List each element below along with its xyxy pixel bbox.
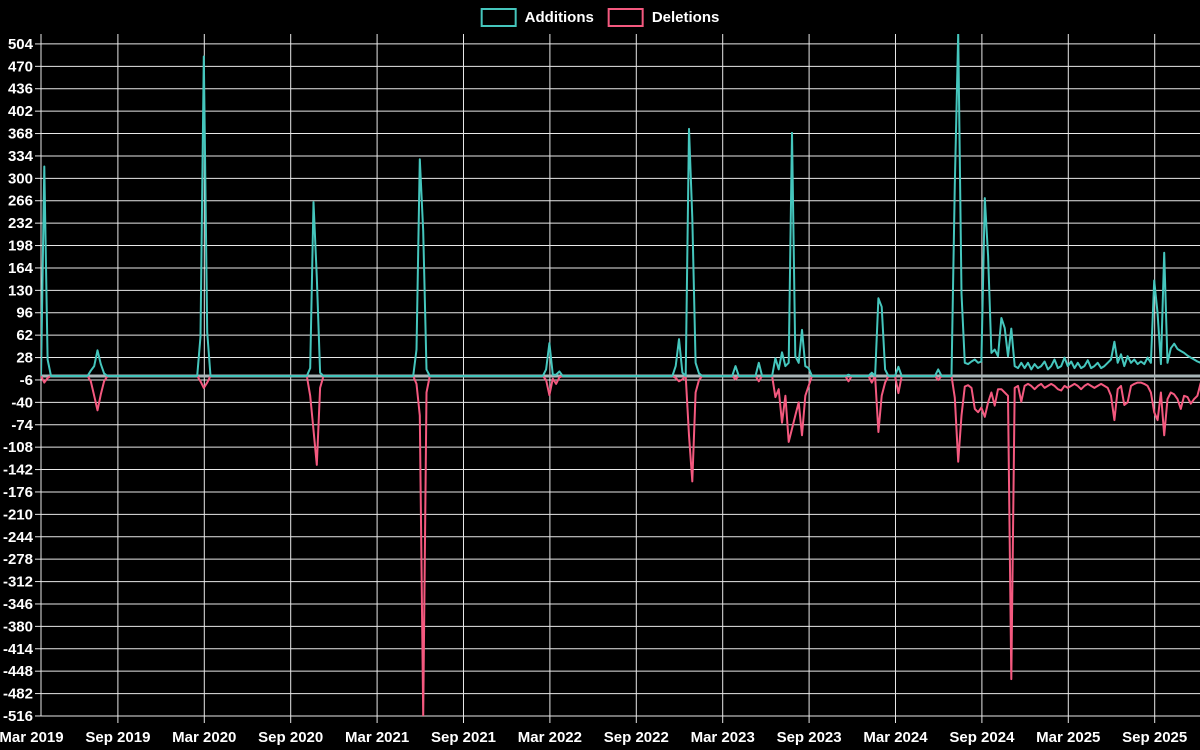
y-tick-label: 470 [8,58,33,75]
y-tick-label: -6 [20,372,33,389]
legend-label-deletions: Deletions [651,9,720,26]
x-tick-label: Sep 2019 [85,729,150,746]
x-tick-label: Sep 2020 [258,729,323,746]
x-tick-label: Sep 2024 [949,729,1015,746]
y-tick-label: -346 [3,596,33,613]
x-tick-label: Sep 2025 [1122,729,1187,746]
y-tick-label: 436 [8,81,33,98]
legend-item-deletions[interactable]: Deletions [607,8,720,27]
x-tick-label: Sep 2022 [604,729,669,746]
y-tick-label: -108 [3,439,33,456]
y-tick-label: 334 [8,148,34,165]
y-tick-label: -210 [3,506,33,523]
chart-legend: Additions Deletions [480,8,720,27]
y-tick-label: 266 [8,193,33,210]
legend-label-additions: Additions [524,9,594,26]
y-tick-label: -74 [11,417,33,434]
additions-swatch-icon [480,8,517,27]
y-tick-label: -414 [3,641,34,658]
y-tick-label: -482 [3,686,33,703]
y-tick-label: -142 [3,462,33,479]
y-tick-label: 130 [8,282,33,299]
y-tick-label: 504 [8,36,34,53]
x-tick-label: Mar 2019 [0,729,64,746]
y-tick-label: -380 [3,618,33,635]
y-tick-label: 300 [8,170,33,187]
legend-item-additions[interactable]: Additions [480,8,594,27]
y-tick-label: -176 [3,484,33,501]
y-tick-label: -312 [3,574,33,591]
y-tick-label: 62 [16,327,33,344]
y-tick-label: 402 [8,103,33,120]
y-tick-label: 96 [16,305,33,322]
y-tick-label: -278 [3,551,33,568]
x-tick-label: Mar 2025 [1036,729,1100,746]
y-tick-label: -244 [3,529,34,546]
y-tick-label: -516 [3,708,33,725]
plot-area[interactable] [41,34,1200,716]
y-tick-label: -40 [11,394,33,411]
x-tick-label: Mar 2022 [518,729,582,746]
x-tick-label: Sep 2023 [777,729,842,746]
x-tick-label: Sep 2021 [431,729,496,746]
y-tick-label: 198 [8,238,33,255]
deletions-swatch-icon [607,8,644,27]
y-tick-label: 28 [16,350,33,367]
y-tick-label: -448 [3,663,33,680]
x-tick-label: Mar 2020 [172,729,236,746]
x-tick-label: Mar 2024 [863,729,928,746]
x-tick-label: Mar 2021 [345,729,409,746]
x-tick-label: Mar 2023 [691,729,755,746]
additions-line[interactable] [41,33,1200,377]
y-tick-label: 232 [8,215,33,232]
y-tick-label: 368 [8,126,33,143]
y-tick-label: 164 [8,260,34,277]
